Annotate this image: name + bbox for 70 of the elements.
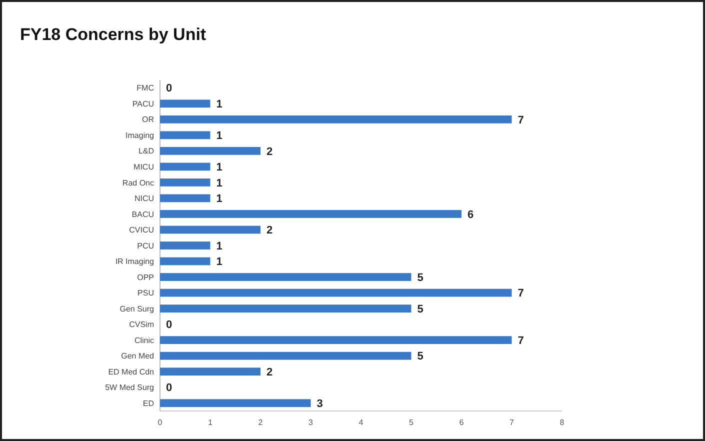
data-label: 2	[266, 224, 273, 237]
y-tick-label: Rad Onc	[122, 178, 154, 188]
data-label: 0	[166, 319, 172, 332]
bar	[160, 304, 412, 312]
x-tick-label: 3	[308, 418, 314, 427]
y-tick-label: 5W Med Surg	[105, 383, 154, 392]
bar	[160, 399, 311, 408]
data-label: 3	[316, 398, 323, 410]
data-label: 2	[266, 366, 273, 378]
data-label: 2	[266, 146, 273, 158]
x-tick-label: 0	[158, 418, 163, 427]
bar	[160, 273, 412, 281]
data-label: 5	[417, 303, 424, 316]
x-tick-label: 2	[258, 418, 264, 427]
bar	[160, 242, 210, 250]
y-tick-label: PACU	[132, 99, 154, 108]
bar	[160, 210, 462, 218]
x-tick-label: 1	[208, 418, 214, 427]
data-label: 6	[468, 208, 474, 221]
y-tick-label: ED Med Cdn	[108, 367, 154, 376]
y-tick-label: IR Imaging	[115, 257, 154, 266]
bar	[160, 162, 210, 171]
bar	[160, 131, 210, 140]
x-tick-label: 7	[510, 418, 515, 427]
data-label: 7	[518, 288, 524, 300]
x-tick-label: 5	[409, 418, 414, 427]
y-tick-label: FMC	[136, 84, 154, 93]
y-tick-label: Gen Surg	[120, 304, 154, 314]
data-label: 1	[216, 256, 222, 268]
data-label: 1	[216, 130, 222, 142]
y-tick-label: CVICU	[129, 226, 154, 235]
bar	[160, 288, 512, 297]
bar	[160, 226, 260, 234]
bar	[160, 368, 260, 376]
data-label: 5	[417, 272, 424, 284]
chart-title: FY18 Concerns by Unit	[20, 25, 206, 44]
x-tick-label: 8	[560, 418, 565, 427]
data-label: 5	[417, 350, 424, 363]
x-tick-label: 6	[459, 418, 464, 427]
bar	[160, 115, 512, 124]
y-tick-label: CVSim	[129, 320, 154, 330]
data-label: 1	[216, 177, 222, 190]
bar	[160, 194, 210, 202]
data-label: 7	[518, 114, 524, 126]
y-tick-label: OPP	[137, 272, 154, 282]
data-label: 7	[518, 334, 524, 347]
y-tick-label: PCU	[137, 241, 154, 250]
bar	[160, 146, 260, 155]
y-tick-label: Gen Med	[121, 352, 154, 361]
data-label: 0	[166, 82, 172, 95]
y-tick-label: L&D	[138, 146, 154, 156]
bar	[160, 352, 412, 360]
bar	[160, 336, 512, 344]
x-tick-label: 4	[358, 418, 364, 427]
y-tick-label: BACU	[132, 210, 154, 219]
y-tick-label: ED	[142, 398, 154, 408]
y-tick-label: NICU	[134, 194, 154, 204]
bar	[160, 257, 210, 266]
data-label: 1	[216, 162, 222, 174]
y-tick-label: Clinic	[134, 336, 154, 345]
y-tick-label: PSU	[138, 288, 154, 298]
data-label: 1	[216, 98, 222, 110]
data-label: 1	[216, 240, 222, 252]
y-tick-label: MICU	[134, 162, 154, 172]
data-label: 1	[216, 193, 222, 206]
y-tick-label: Imaging	[126, 130, 154, 140]
bar	[160, 178, 210, 186]
data-label: 0	[166, 382, 172, 394]
bar	[160, 100, 210, 108]
y-tick-label: OR	[142, 115, 154, 124]
